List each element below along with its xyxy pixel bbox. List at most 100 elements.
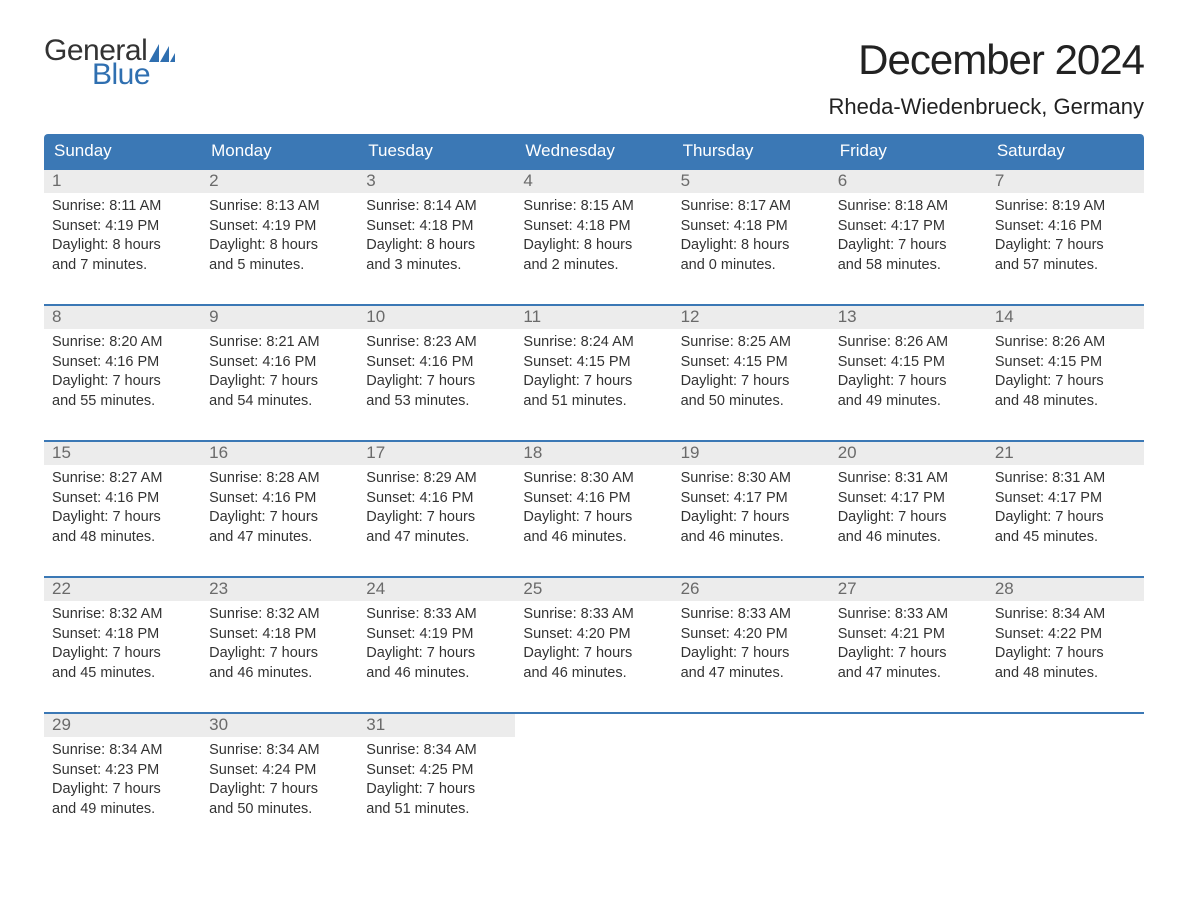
d2-text: and 53 minutes. <box>366 392 507 412</box>
d2-text: and 48 minutes. <box>995 392 1136 412</box>
sunset-text: Sunset: 4:20 PM <box>681 625 822 645</box>
sunset-text: Sunset: 4:16 PM <box>209 353 350 373</box>
sunset-text: Sunset: 4:16 PM <box>995 217 1136 237</box>
d2-text: and 47 minutes. <box>366 528 507 548</box>
sunset-text: Sunset: 4:17 PM <box>995 489 1136 509</box>
day-number: 27 <box>838 579 857 598</box>
brand-line2: Blue <box>92 60 175 90</box>
sunset-text: Sunset: 4:17 PM <box>838 217 979 237</box>
day-number: 22 <box>52 579 71 598</box>
d2-text: and 50 minutes. <box>209 800 350 820</box>
sunset-text: Sunset: 4:22 PM <box>995 625 1136 645</box>
day-number: 13 <box>838 307 857 326</box>
day-content: Sunrise: 8:31 AMSunset: 4:17 PMDaylight:… <box>987 465 1144 547</box>
day-content: Sunrise: 8:27 AMSunset: 4:16 PMDaylight:… <box>44 465 201 547</box>
day-cell <box>830 714 987 830</box>
day-number: 28 <box>995 579 1014 598</box>
day-cell: 6 Sunrise: 8:18 AMSunset: 4:17 PMDaylight… <box>830 170 987 286</box>
day-number-bar: 27 <box>830 578 987 601</box>
day-number-bar: 3 <box>358 170 515 193</box>
day-number-bar <box>673 714 830 717</box>
sunrise-text: Sunrise: 8:30 AM <box>681 469 822 489</box>
d1-text: Daylight: 7 hours <box>209 780 350 800</box>
day-content: Sunrise: 8:34 AMSunset: 4:24 PMDaylight:… <box>201 737 358 819</box>
weeks-container: 1Sunrise: 8:11 AMSunset: 4:19 PMDaylight… <box>44 168 1144 830</box>
d2-text: and 46 minutes. <box>366 664 507 684</box>
day-number-bar: 5 <box>673 170 830 193</box>
calendar: Sunday Monday Tuesday Wednesday Thursday… <box>44 134 1144 830</box>
sunset-text: Sunset: 4:18 PM <box>681 217 822 237</box>
sunrise-text: Sunrise: 8:32 AM <box>52 605 193 625</box>
day-content: Sunrise: 8:20 AMSunset: 4:16 PMDaylight:… <box>44 329 201 411</box>
d2-text: and 49 minutes. <box>52 800 193 820</box>
day-cell: 16Sunrise: 8:28 AMSunset: 4:16 PMDayligh… <box>201 442 358 558</box>
day-number-bar: 13 <box>830 306 987 329</box>
day-number-bar: 1 <box>44 170 201 193</box>
day-number: 21 <box>995 443 1014 462</box>
sunrise-text: Sunrise: 8:21 AM <box>209 333 350 353</box>
sunrise-text: Sunrise: 8:15 AM <box>523 197 664 217</box>
d2-text: and 3 minutes. <box>366 256 507 276</box>
sunset-text: Sunset: 4:18 PM <box>209 625 350 645</box>
d1-text: Daylight: 7 hours <box>995 644 1136 664</box>
day-number: 31 <box>366 715 385 734</box>
day-number: 4 <box>523 171 532 190</box>
sunrise-text: Sunrise: 8:13 AM <box>209 197 350 217</box>
day-content: Sunrise: 8:18 AMSunset: 4:17 PMDaylight:… <box>830 193 987 275</box>
day-number-bar <box>515 714 672 717</box>
day-number-bar: 6 <box>830 170 987 193</box>
d2-text: and 45 minutes. <box>52 664 193 684</box>
d2-text: and 7 minutes. <box>52 256 193 276</box>
weekday-header-row: Sunday Monday Tuesday Wednesday Thursday… <box>44 134 1144 168</box>
d2-text: and 46 minutes. <box>209 664 350 684</box>
week-row: 15 Sunrise: 8:27 AMSunset: 4:16 PMDayligh… <box>44 440 1144 558</box>
day-cell: 31 Sunrise: 8:34 AMSunset: 4:25 PMDayligh… <box>358 714 515 830</box>
sunrise-text: Sunrise: 8:30 AM <box>523 469 664 489</box>
sunset-text: Sunset: 4:15 PM <box>995 353 1136 373</box>
day-number-bar: 25 <box>515 578 672 601</box>
sunrise-text: Sunrise: 8:33 AM <box>838 605 979 625</box>
day-number-bar <box>987 714 1144 717</box>
d2-text: and 47 minutes. <box>681 664 822 684</box>
day-cell <box>673 714 830 830</box>
d1-text: Daylight: 7 hours <box>838 236 979 256</box>
sunset-text: Sunset: 4:15 PM <box>838 353 979 373</box>
d2-text: and 47 minutes. <box>209 528 350 548</box>
d1-text: Daylight: 7 hours <box>995 372 1136 392</box>
sunrise-text: Sunrise: 8:27 AM <box>52 469 193 489</box>
d2-text: and 48 minutes. <box>995 664 1136 684</box>
day-number-bar: 9 <box>201 306 358 329</box>
title-block: December 2024 Rheda-Wiedenbrueck, German… <box>829 36 1144 120</box>
day-number: 6 <box>838 171 847 190</box>
day-content: Sunrise: 8:33 AMSunset: 4:21 PMDaylight:… <box>830 601 987 683</box>
weekday-header: Monday <box>201 134 358 168</box>
day-number-bar: 16 <box>201 442 358 465</box>
day-content: Sunrise: 8:24 AMSunset: 4:15 PMDaylight:… <box>515 329 672 411</box>
day-cell: 23Sunrise: 8:32 AMSunset: 4:18 PMDayligh… <box>201 578 358 694</box>
sunrise-text: Sunrise: 8:33 AM <box>681 605 822 625</box>
weekday-header: Tuesday <box>358 134 515 168</box>
sunrise-text: Sunrise: 8:29 AM <box>366 469 507 489</box>
sunset-text: Sunset: 4:21 PM <box>838 625 979 645</box>
d2-text: and 54 minutes. <box>209 392 350 412</box>
day-cell: 21 Sunrise: 8:31 AMSunset: 4:17 PMDayligh… <box>987 442 1144 558</box>
d1-text: Daylight: 7 hours <box>209 508 350 528</box>
day-number-bar: 24 <box>358 578 515 601</box>
d2-text: and 46 minutes. <box>838 528 979 548</box>
sunset-text: Sunset: 4:18 PM <box>366 217 507 237</box>
sunset-text: Sunset: 4:20 PM <box>523 625 664 645</box>
day-content: Sunrise: 8:34 AMSunset: 4:25 PMDaylight:… <box>358 737 515 819</box>
day-number-bar: 17 <box>358 442 515 465</box>
sunrise-text: Sunrise: 8:26 AM <box>995 333 1136 353</box>
sunset-text: Sunset: 4:17 PM <box>681 489 822 509</box>
d1-text: Daylight: 7 hours <box>366 372 507 392</box>
day-number: 15 <box>52 443 71 462</box>
day-cell: 7Sunrise: 8:19 AMSunset: 4:16 PMDaylight… <box>987 170 1144 286</box>
weekday-header: Friday <box>830 134 987 168</box>
day-cell: 25Sunrise: 8:33 AMSunset: 4:20 PMDayligh… <box>515 578 672 694</box>
day-content: Sunrise: 8:11 AMSunset: 4:19 PMDaylight:… <box>44 193 201 275</box>
sunrise-text: Sunrise: 8:33 AM <box>366 605 507 625</box>
sunrise-text: Sunrise: 8:33 AM <box>523 605 664 625</box>
d1-text: Daylight: 7 hours <box>838 508 979 528</box>
d1-text: Daylight: 7 hours <box>366 508 507 528</box>
